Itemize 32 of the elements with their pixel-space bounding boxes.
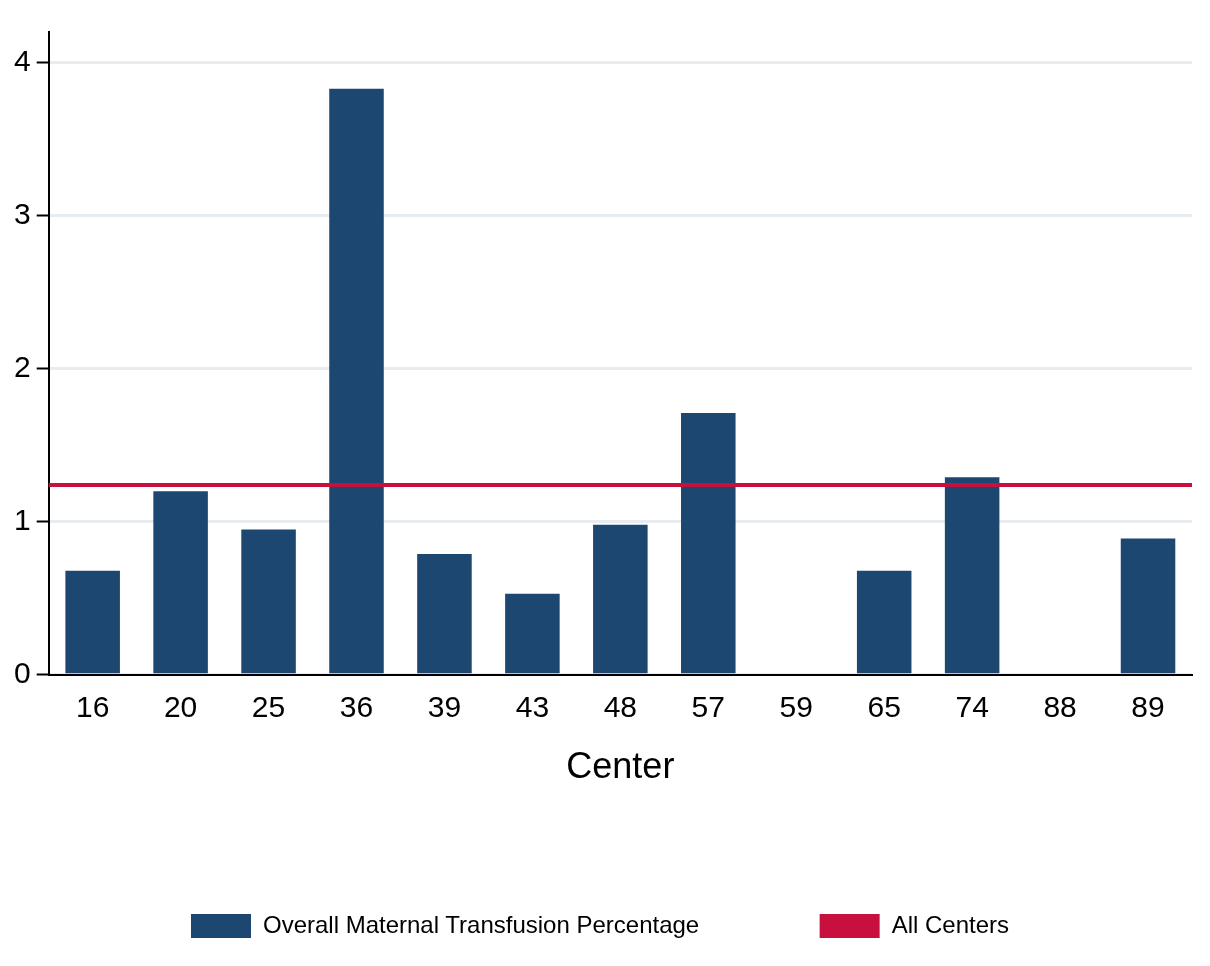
- bar: [856, 570, 912, 674]
- legend-label: Overall Maternal Transfusion Percentage: [262, 910, 700, 938]
- x-tick-label: 57: [691, 690, 725, 724]
- y-tick-label: 0: [14, 656, 31, 690]
- y-tick-label: 1: [14, 503, 31, 537]
- x-tick-label: 36: [339, 690, 374, 724]
- bar: [329, 88, 384, 674]
- x-axis-title: Center: [566, 745, 675, 787]
- y-tick-label: 4: [14, 43, 31, 77]
- y-tick-label: 2: [14, 349, 31, 383]
- x-tick-label: 39: [427, 690, 462, 724]
- bar: [65, 570, 120, 674]
- bar: [681, 413, 736, 674]
- y-tick-label: 3: [14, 196, 31, 230]
- x-tick-label: 88: [1043, 690, 1077, 724]
- bar: [417, 553, 472, 674]
- bar: [944, 477, 1000, 674]
- bar: [241, 529, 296, 674]
- x-tick-label: 48: [603, 690, 638, 724]
- x-tick-label: 25: [251, 690, 286, 724]
- legend-label: All Centers: [891, 910, 1010, 938]
- x-tick-label: 20: [163, 690, 198, 724]
- bar: [153, 491, 208, 674]
- x-tick-label: 89: [1131, 690, 1165, 724]
- bar: [1120, 538, 1176, 674]
- x-tick-label: 16: [75, 690, 110, 724]
- x-tick-label: 43: [515, 690, 550, 724]
- bar: [505, 593, 560, 674]
- x-tick-label: 74: [955, 690, 989, 724]
- x-tick-label: 65: [867, 690, 901, 724]
- x-tick-label: 59: [779, 690, 813, 724]
- bar: [593, 524, 648, 674]
